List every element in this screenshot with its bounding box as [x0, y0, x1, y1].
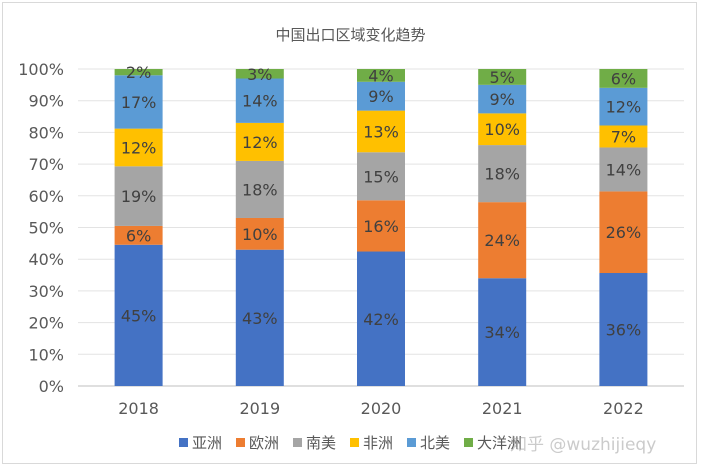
bar-segment	[235, 69, 284, 79]
chart-title: 中国出口区域变化趋势	[275, 26, 426, 44]
legend-item: 亚洲	[178, 432, 222, 453]
y-tick-label: 50%	[28, 219, 64, 238]
legend-label: 南美	[305, 434, 336, 452]
bar-segment	[599, 147, 648, 192]
bar-segment	[478, 202, 527, 279]
y-tick-label: 0%	[39, 377, 64, 396]
bar-segment	[478, 278, 527, 386]
data-label: 12%	[121, 138, 157, 157]
data-label: 4%	[368, 66, 393, 85]
data-label: 26%	[606, 223, 642, 242]
data-label: 36%	[606, 321, 642, 340]
data-label: 2%	[126, 63, 151, 82]
legend-swatch	[292, 438, 302, 447]
bar-segment	[599, 125, 648, 148]
x-tick-label: 2021	[482, 399, 523, 418]
data-label: 42%	[363, 310, 399, 329]
data-label: 3%	[247, 65, 272, 84]
y-tick-label: 40%	[28, 250, 64, 269]
bar-segment	[599, 69, 648, 88]
y-tick-label: 20%	[28, 314, 64, 333]
legend-label: 非洲	[363, 434, 394, 452]
legend-swatch	[235, 438, 245, 447]
bar-segment	[114, 244, 163, 386]
bar-segment	[357, 110, 405, 153]
bar-segment	[478, 113, 527, 146]
x-tick-label: 2018	[118, 399, 159, 418]
y-tick-label: 60%	[28, 187, 64, 206]
bar-segment	[478, 69, 527, 85]
x-tick-label: 2022	[603, 399, 644, 418]
legend-swatch	[407, 438, 417, 447]
bar-segment	[235, 160, 284, 218]
data-label: 45%	[121, 306, 157, 325]
data-label: 43%	[242, 309, 278, 328]
legend-label: 大洋洲	[477, 434, 523, 452]
bar-segment	[478, 145, 527, 203]
data-label: 18%	[484, 165, 520, 184]
y-tick-label: 100%	[18, 60, 64, 79]
bar-segment	[235, 249, 284, 386]
legend-item: 非洲	[350, 432, 393, 453]
y-tick-label: 90%	[28, 92, 64, 111]
data-label: 18%	[242, 180, 278, 199]
bar-segment	[478, 84, 527, 114]
data-label: 24%	[484, 231, 520, 250]
data-label: 15%	[363, 167, 399, 186]
data-label: 10%	[242, 225, 278, 244]
data-label: 19%	[121, 187, 157, 206]
data-label: 12%	[242, 133, 278, 152]
y-tick-label: 70%	[28, 155, 64, 174]
data-label: 6%	[126, 226, 151, 245]
x-tick-label: 2019	[239, 399, 280, 418]
chart-frame	[2, 2, 697, 464]
legend-item: 南美	[292, 432, 336, 453]
bar-segment	[599, 191, 648, 274]
bar-segment	[235, 78, 284, 123]
data-label: 6%	[611, 69, 636, 88]
legend-item: 欧洲	[235, 432, 279, 453]
bar-segment	[357, 69, 405, 82]
bar-segment	[357, 251, 405, 386]
legend-item: 北美	[407, 432, 450, 453]
bar-segment	[235, 122, 284, 161]
legend-swatch	[178, 438, 188, 447]
bar-segment	[114, 166, 163, 226]
data-label: 12%	[606, 98, 642, 117]
data-label: 5%	[490, 68, 515, 87]
watermark: 知乎 @wuzhijieqy	[510, 435, 657, 455]
bar-segment	[357, 152, 405, 201]
data-label: 17%	[121, 93, 157, 112]
legend-label: 亚洲	[191, 434, 222, 452]
data-label: 13%	[363, 122, 399, 141]
bar-segment	[114, 128, 163, 167]
bar-segment	[599, 273, 648, 386]
legend-label: 北美	[420, 434, 451, 452]
data-label: 14%	[242, 92, 278, 111]
data-label: 16%	[363, 217, 399, 236]
bar-segment	[114, 69, 163, 76]
legend: 亚洲 欧洲 南美 非洲 北美 大洋洲	[0, 432, 701, 453]
legend-label: 欧洲	[248, 434, 279, 452]
data-label: 34%	[484, 323, 520, 342]
y-tick-label: 10%	[28, 345, 64, 364]
bar-segment	[114, 225, 163, 245]
x-tick-label: 2020	[361, 399, 402, 418]
data-label: 9%	[490, 90, 515, 109]
y-tick-label: 80%	[28, 123, 64, 142]
data-label: 14%	[606, 160, 642, 179]
legend-swatch	[350, 438, 359, 447]
data-label: 10%	[484, 120, 520, 139]
data-label: 7%	[611, 127, 636, 146]
legend-swatch	[464, 438, 474, 447]
data-label: 9%	[368, 87, 393, 106]
bar-segment	[599, 87, 648, 126]
bar-segment	[114, 75, 163, 129]
bar-segment	[357, 200, 405, 252]
y-tick-label: 30%	[28, 282, 64, 301]
bar-segment	[235, 217, 284, 250]
legend-item: 大洋洲	[464, 432, 522, 453]
bar-segment	[357, 81, 405, 111]
